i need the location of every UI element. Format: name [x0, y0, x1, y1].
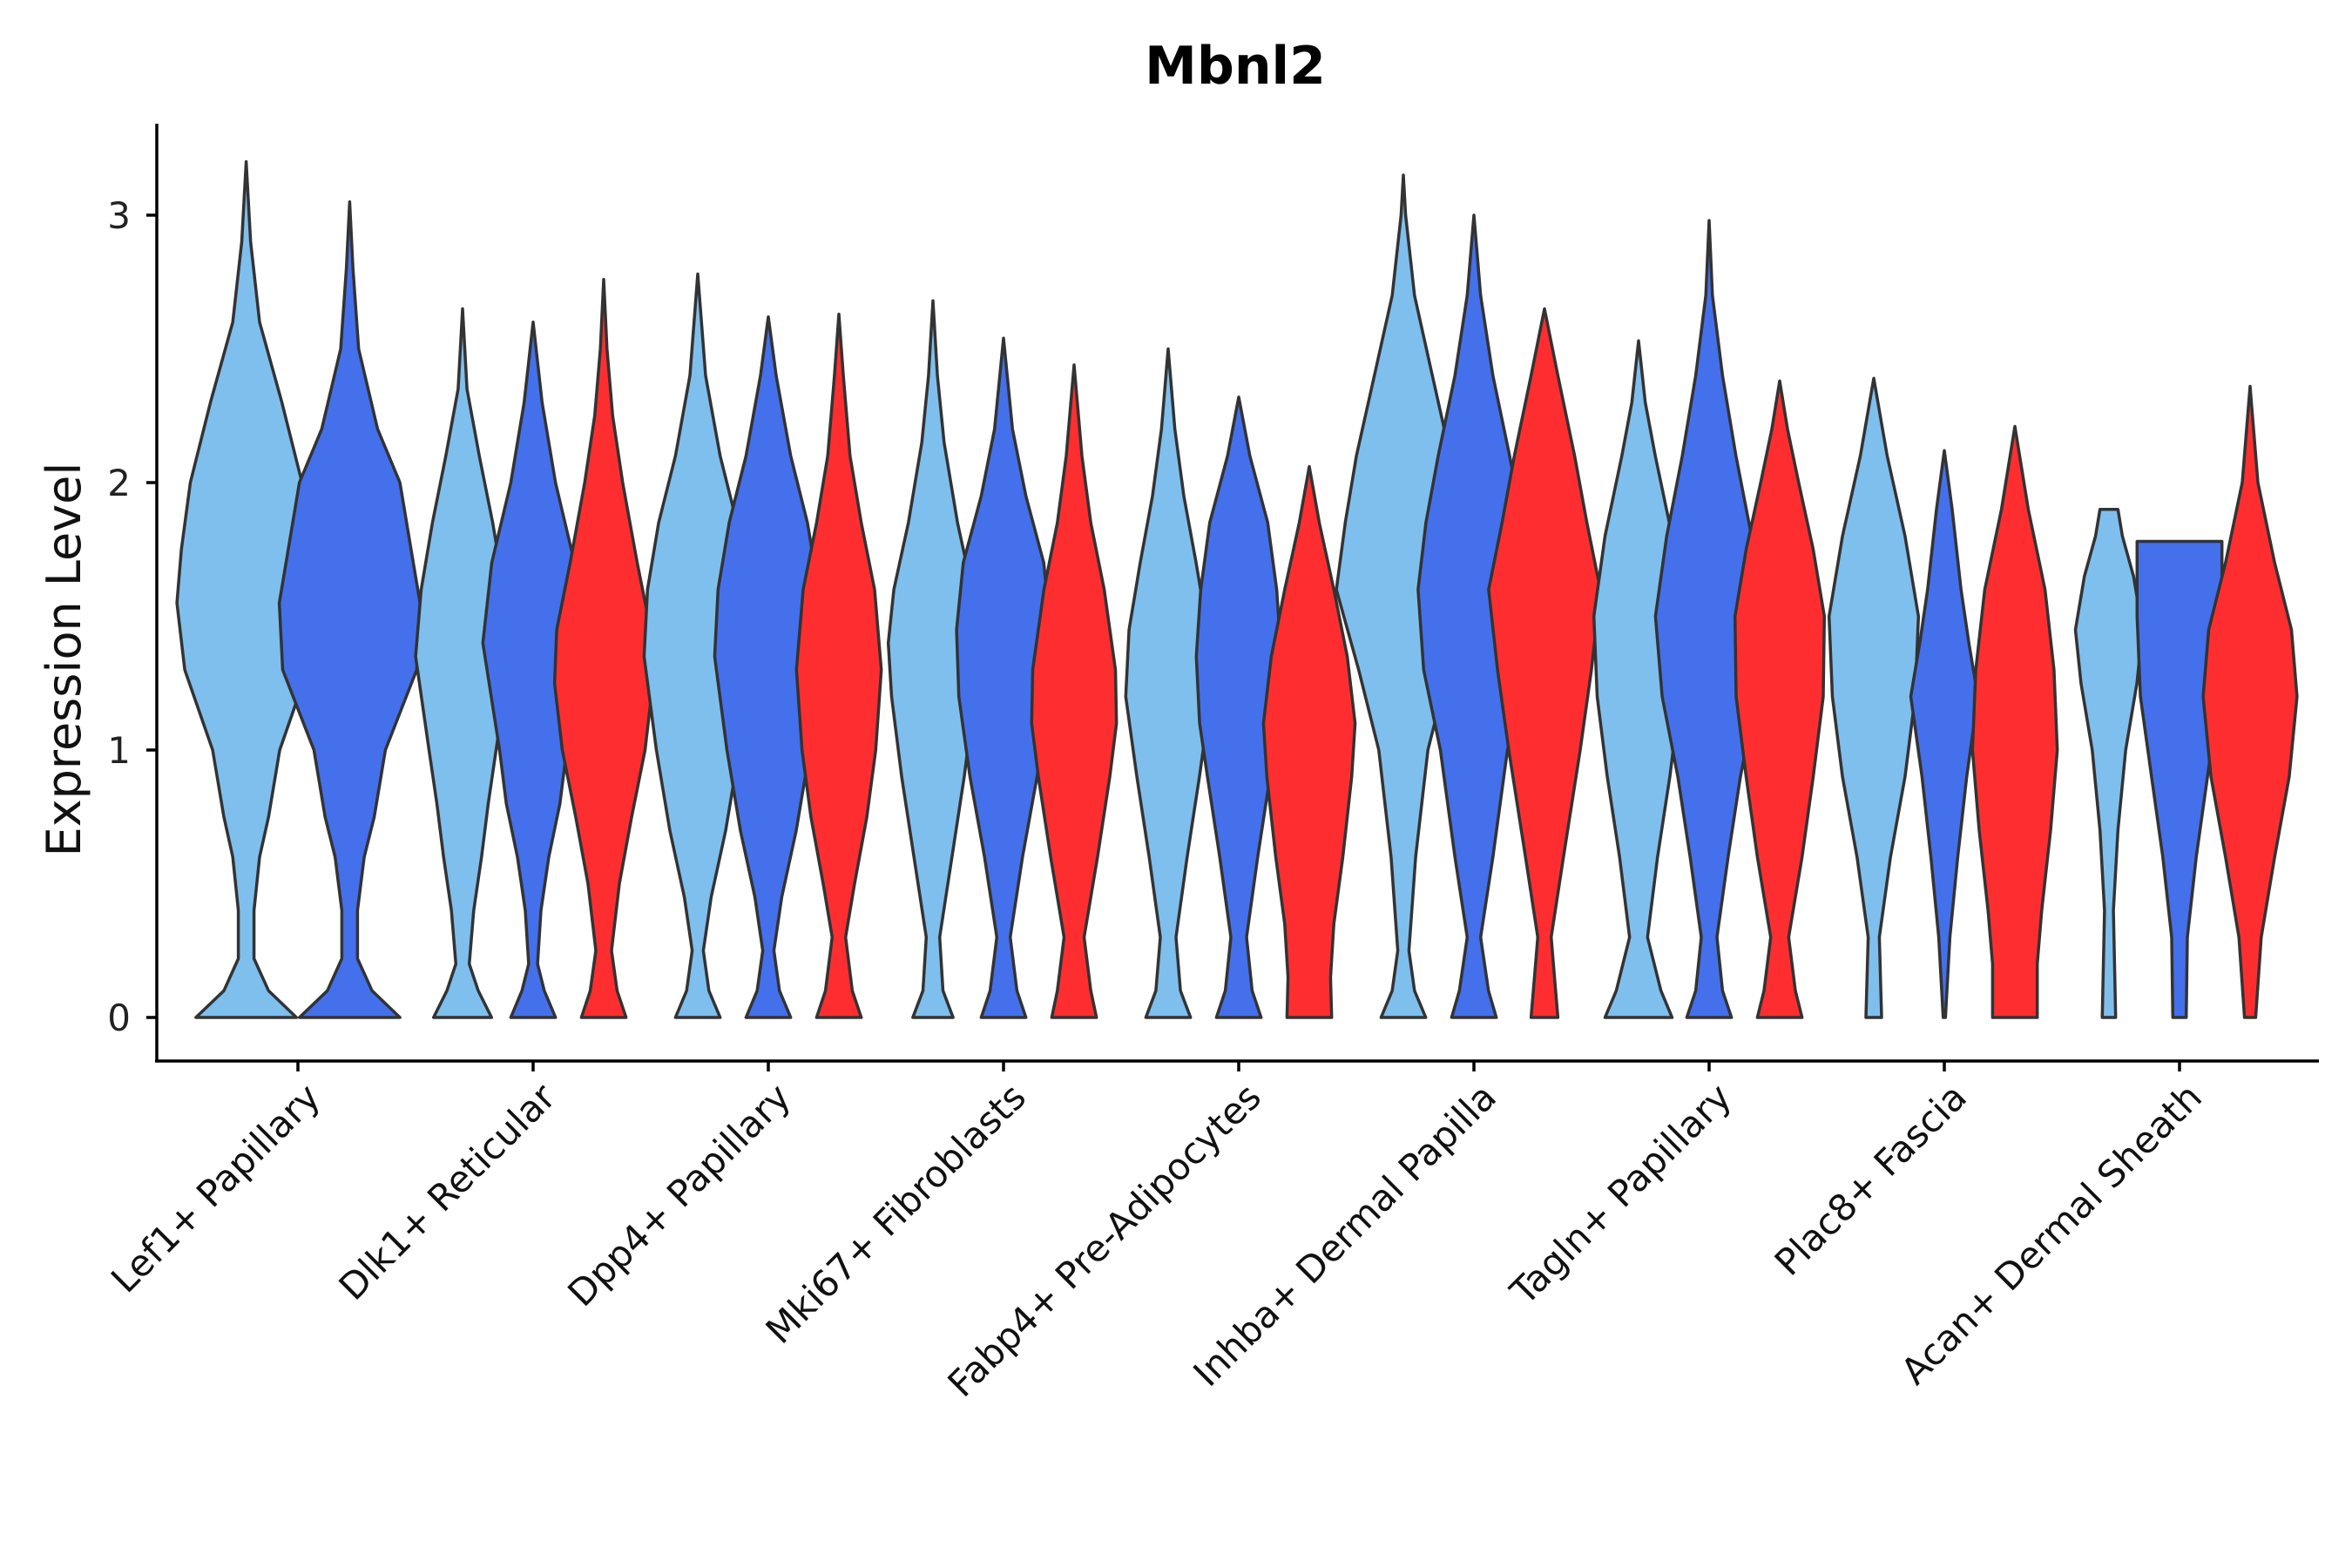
violin-acan-dermal-sheath-3: [2201, 384, 2299, 1019]
x-tick-label-dlk1-reticular: Dlk1+ Reticular: [331, 1075, 564, 1308]
y-tick-label-1: 1: [107, 729, 131, 772]
violin-dpp4-papillary-2: [713, 314, 824, 1019]
violin-plac8-fascia-2: [1909, 449, 1980, 1019]
violin-dpp4-papillary-3: [794, 312, 883, 1019]
y-tick-label-3: 3: [107, 194, 131, 237]
violin-mki67-fibroblasts-3: [1030, 363, 1119, 1019]
violins-group: [175, 159, 2299, 1019]
violin-tagln-papillary-2: [1653, 219, 1765, 1019]
y-axis-label: Expression Level: [37, 463, 91, 857]
violin-tagln-papillary-1: [1592, 339, 1686, 1019]
y-ticks-group: 0 1 2 3: [107, 194, 157, 1039]
violin-fabp4-pre-adipocytes-2: [1194, 395, 1283, 1019]
violin-dlk1-reticular-3: [552, 277, 655, 1019]
violin-lef1-papillary-1: [175, 159, 317, 1019]
violin-tagln-papillary-3: [1733, 379, 1827, 1019]
violin-acan-dermal-sheath-2: [2135, 539, 2224, 1019]
x-tick-label-tagln-papillary: Tagln+ Papillary: [1502, 1075, 1740, 1313]
violin-dpp4-papillary-1: [642, 272, 754, 1019]
violin-acan-dermal-sheath-1: [2073, 507, 2145, 1019]
x-tick-label-plac8-fascia: Plac8+ Fascia: [1767, 1075, 1975, 1283]
violin-fabp4-pre-adipocytes-1: [1124, 347, 1213, 1019]
violin-fabp4-pre-adipocytes-3: [1261, 464, 1357, 1019]
violin-lef1-papillary-2: [277, 199, 422, 1019]
x-tick-label-mki67-fibroblasts: Mki67+ Fibroblasts: [758, 1075, 1034, 1351]
violin-plac8-fascia-1: [1827, 376, 1921, 1019]
violin-dlk1-reticular-2: [481, 321, 585, 1019]
violin-inhba-dermal-papilla-2: [1416, 213, 1531, 1019]
violin-inhba-dermal-papilla-1: [1335, 173, 1472, 1019]
x-tick-label-dpp4-papillary: Dpp4+ Papillary: [559, 1075, 799, 1315]
violin-mki67-fibroblasts-1: [886, 299, 980, 1019]
chart-title: Mbnl2: [1145, 36, 1326, 97]
violin-inhba-dermal-papilla-3: [1487, 307, 1602, 1019]
y-tick-label-0: 0: [107, 997, 131, 1039]
violin-dlk1-reticular-1: [414, 307, 511, 1019]
y-tick-label-2: 2: [107, 462, 131, 504]
violin-mki67-fibroblasts-2: [955, 336, 1052, 1019]
violin-plac8-fascia-3: [1970, 424, 2059, 1019]
x-tick-label-lef1-papillary: Lef1+ Papillary: [103, 1075, 328, 1301]
